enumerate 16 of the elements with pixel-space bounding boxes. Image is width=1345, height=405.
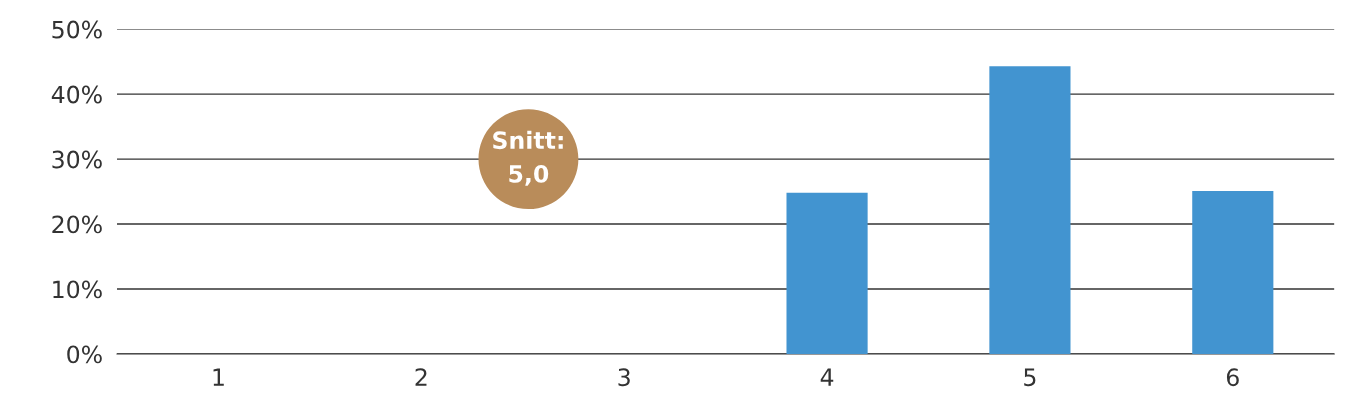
y-tick-label: 40% xyxy=(51,85,102,104)
x-tick-label: 3 xyxy=(618,368,630,387)
bar xyxy=(786,192,868,354)
y-tick-label: 30% xyxy=(52,150,102,169)
y-tick-label: 10% xyxy=(53,280,102,299)
y-tick-label: 50% xyxy=(52,20,102,39)
bar xyxy=(1192,190,1274,354)
x-tick-label: 2 xyxy=(415,368,427,386)
y-tick-label: 20% xyxy=(52,215,102,234)
annotation: Snitt: 5,0 xyxy=(493,130,563,186)
x-tick-label: 1 xyxy=(213,368,224,386)
x-tick-label: 6 xyxy=(1226,368,1239,387)
bar xyxy=(989,66,1071,354)
x-tick-label: 4 xyxy=(820,368,834,386)
x-tick-label: 5 xyxy=(1024,368,1036,387)
y-tick-label: 0% xyxy=(67,345,102,364)
